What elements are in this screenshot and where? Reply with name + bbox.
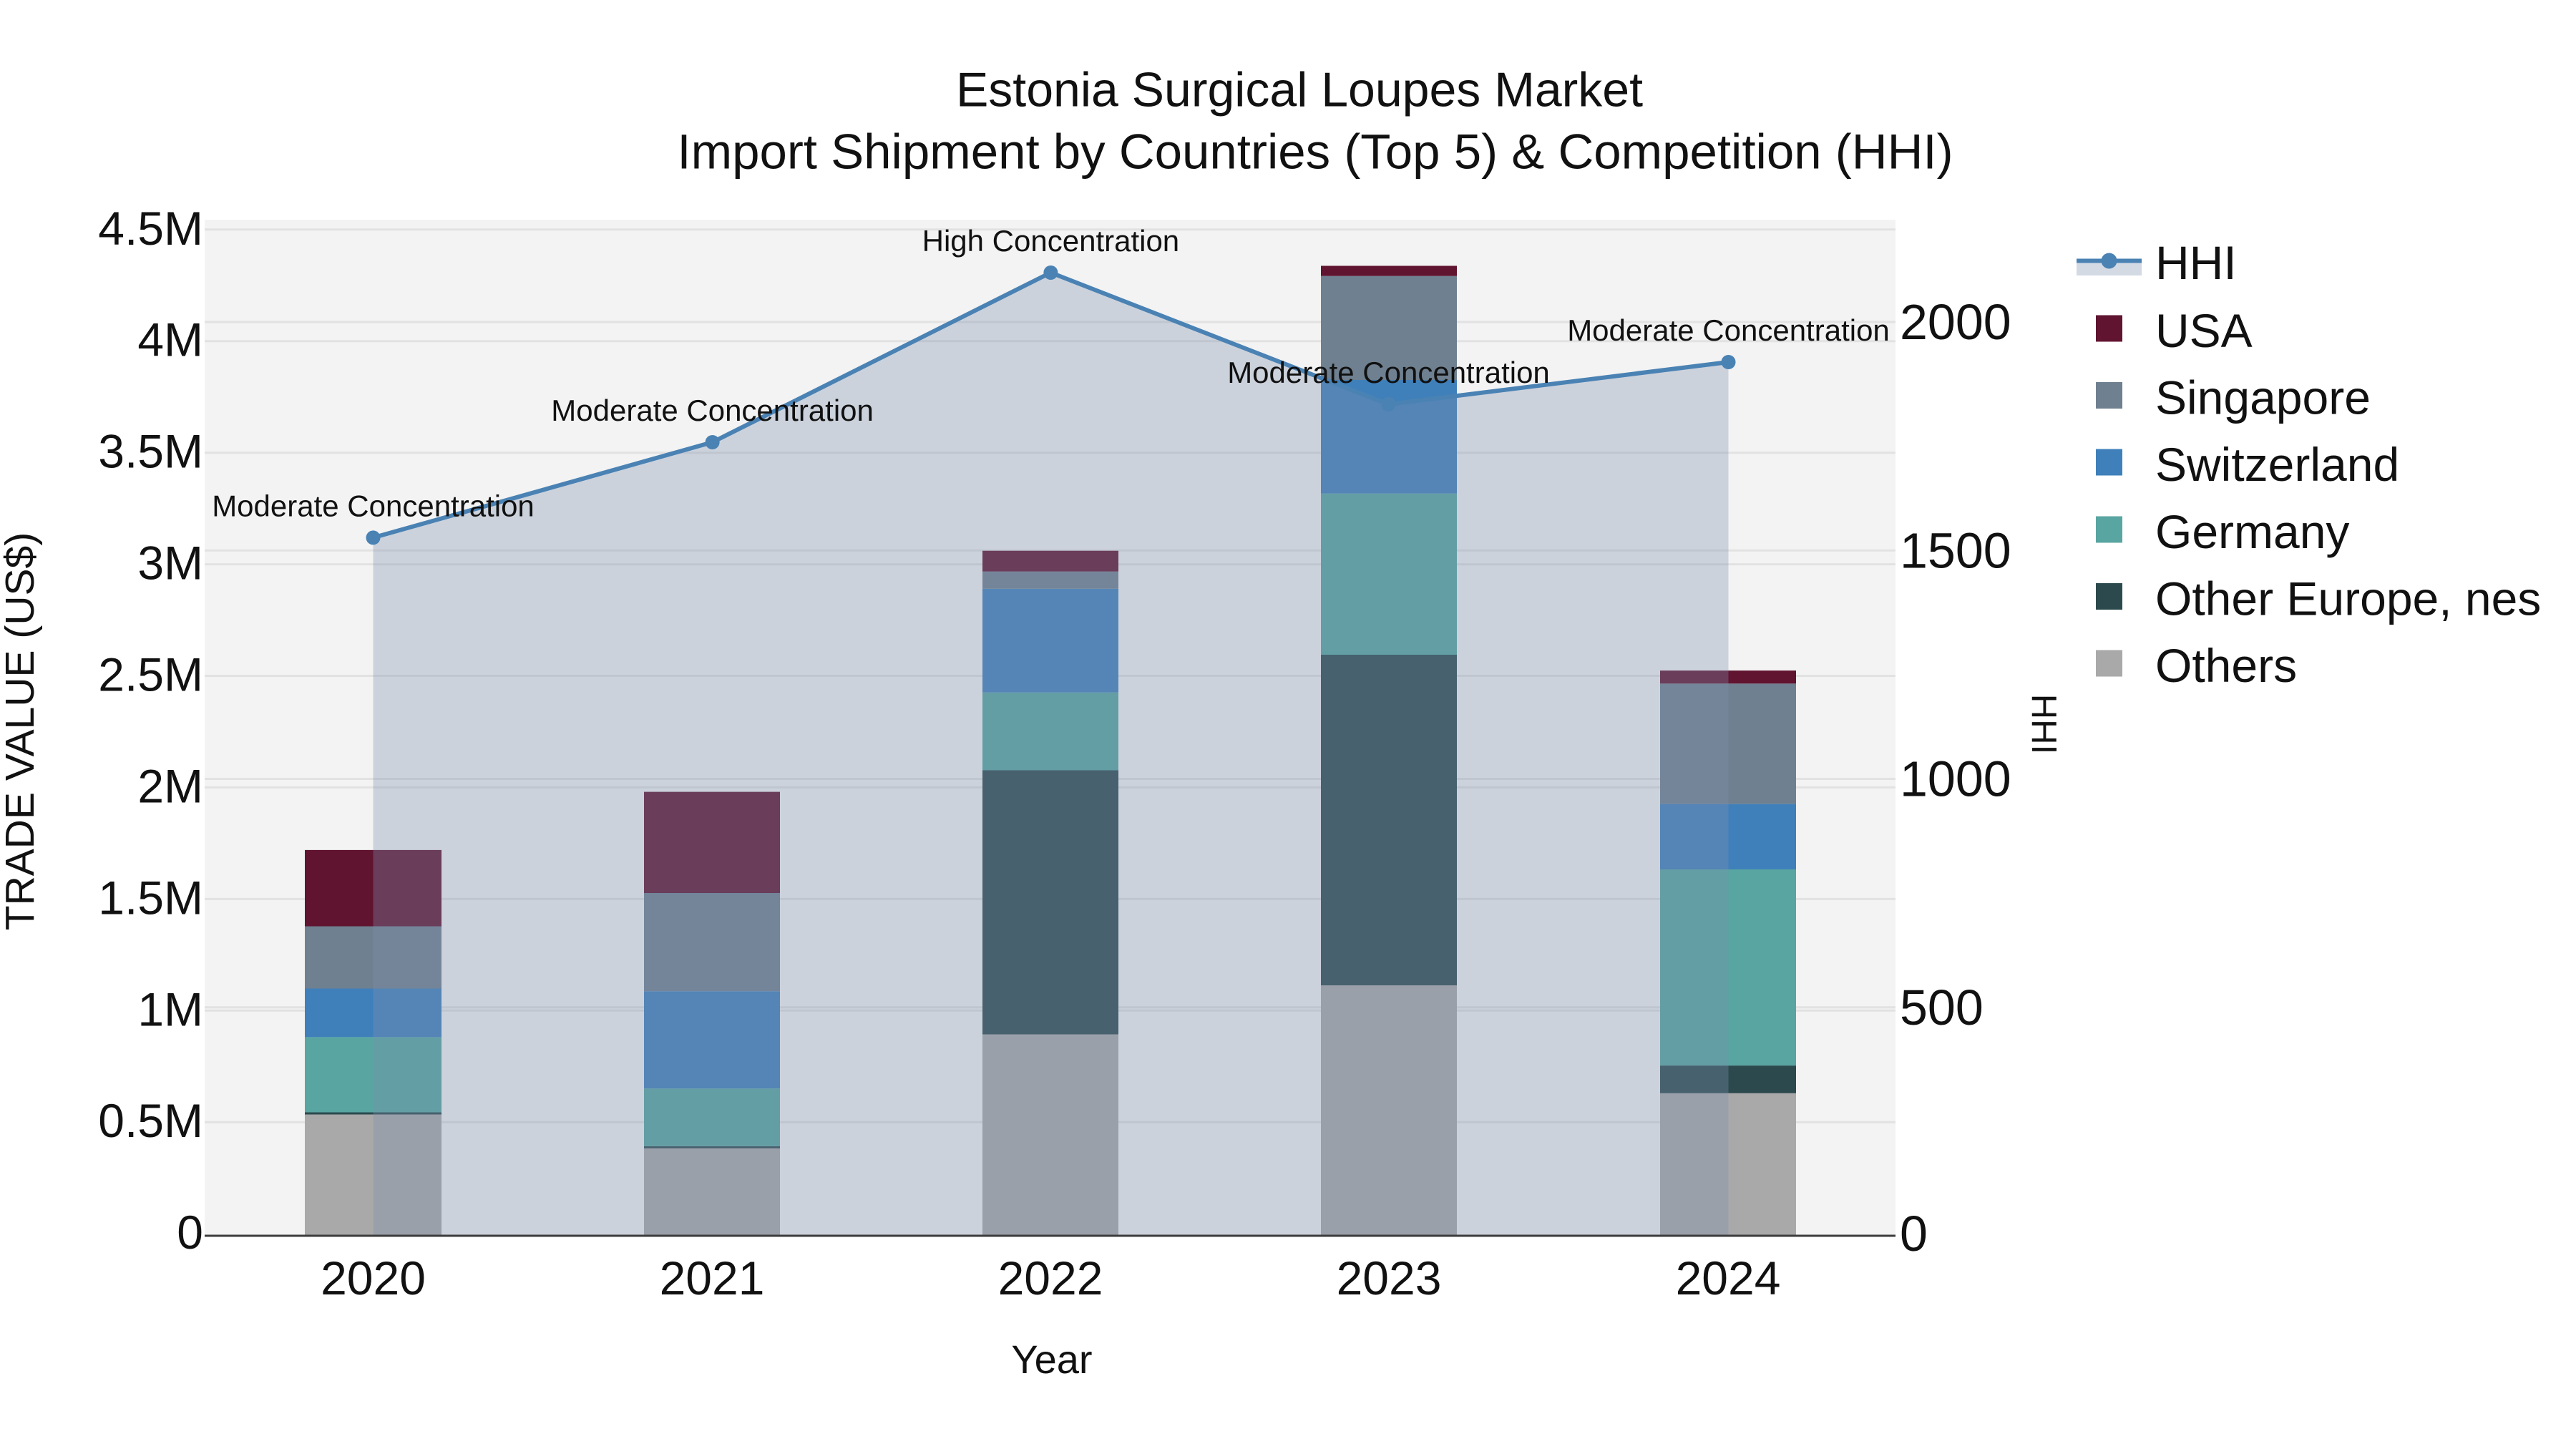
svg-text:Year: Year: [1011, 1337, 1092, 1382]
svg-text:Moderate Concentration: Moderate Concentration: [212, 489, 535, 522]
svg-text:2021: 2021: [660, 1252, 765, 1304]
svg-text:2020: 2020: [321, 1252, 426, 1304]
svg-text:Other Europe, nes: Other Europe, nes: [2155, 572, 2541, 625]
svg-text:3.5M: 3.5M: [98, 425, 203, 478]
svg-text:USA: USA: [2155, 304, 2253, 357]
svg-text:Moderate Concentration: Moderate Concentration: [551, 394, 874, 427]
svg-text:2024: 2024: [1676, 1252, 1781, 1304]
svg-text:Import Shipment by Countries (: Import Shipment by Countries (Top 5) & C…: [677, 125, 1953, 180]
svg-text:3M: 3M: [137, 537, 203, 590]
svg-text:HHI: HHI: [2024, 694, 2063, 754]
svg-text:0.5M: 0.5M: [98, 1094, 203, 1147]
svg-text:Moderate Concentration: Moderate Concentration: [1227, 356, 1550, 389]
svg-text:Germany: Germany: [2155, 505, 2349, 558]
svg-text:2M: 2M: [137, 759, 203, 812]
svg-text:1.5M: 1.5M: [98, 871, 203, 924]
svg-text:2000: 2000: [1900, 294, 2011, 350]
svg-text:500: 500: [1900, 980, 1984, 1035]
svg-text:Estonia Surgical Loupes Market: Estonia Surgical Loupes Market: [956, 63, 1643, 117]
svg-text:0: 0: [1900, 1206, 1928, 1262]
svg-text:Singapore: Singapore: [2155, 371, 2371, 424]
svg-text:4.5M: 4.5M: [98, 202, 203, 255]
svg-text:2023: 2023: [1337, 1252, 1442, 1304]
svg-text:1500: 1500: [1900, 522, 2011, 578]
svg-text:High Concentration: High Concentration: [922, 224, 1180, 258]
svg-text:HHI: HHI: [2155, 236, 2237, 289]
svg-text:1000: 1000: [1900, 751, 2011, 807]
svg-text:1M: 1M: [137, 982, 203, 1035]
svg-text:2.5M: 2.5M: [98, 648, 203, 701]
svg-text:Moderate Concentration: Moderate Concentration: [1567, 313, 1890, 347]
svg-text:Others: Others: [2155, 639, 2297, 692]
svg-text:Switzerland: Switzerland: [2155, 438, 2399, 491]
svg-text:4M: 4M: [137, 313, 203, 366]
svg-text:0: 0: [177, 1206, 203, 1259]
svg-text:2022: 2022: [998, 1252, 1103, 1304]
svg-text:TRADE VALUE (US$): TRADE VALUE (US$): [0, 532, 43, 930]
